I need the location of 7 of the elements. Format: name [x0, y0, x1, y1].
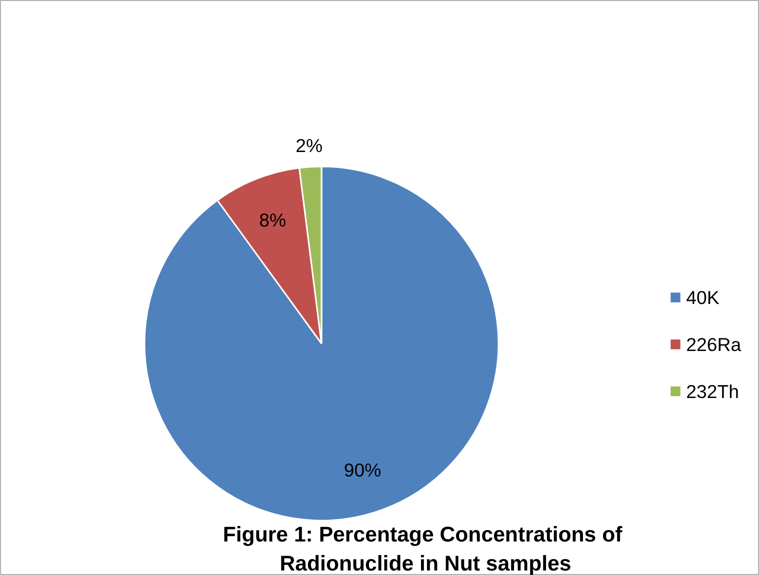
- data-label: 90%: [344, 459, 382, 480]
- data-label: 2%: [296, 135, 323, 156]
- legend-label: 226Ra: [686, 334, 742, 355]
- text: Figure 1: Percentage Concentrations of Radionuclide in Nut samples: [222, 522, 624, 575]
- legend-label: 40K: [686, 286, 720, 308]
- data-label: 8%: [259, 210, 286, 231]
- legend-label: 232Th: [686, 380, 740, 402]
